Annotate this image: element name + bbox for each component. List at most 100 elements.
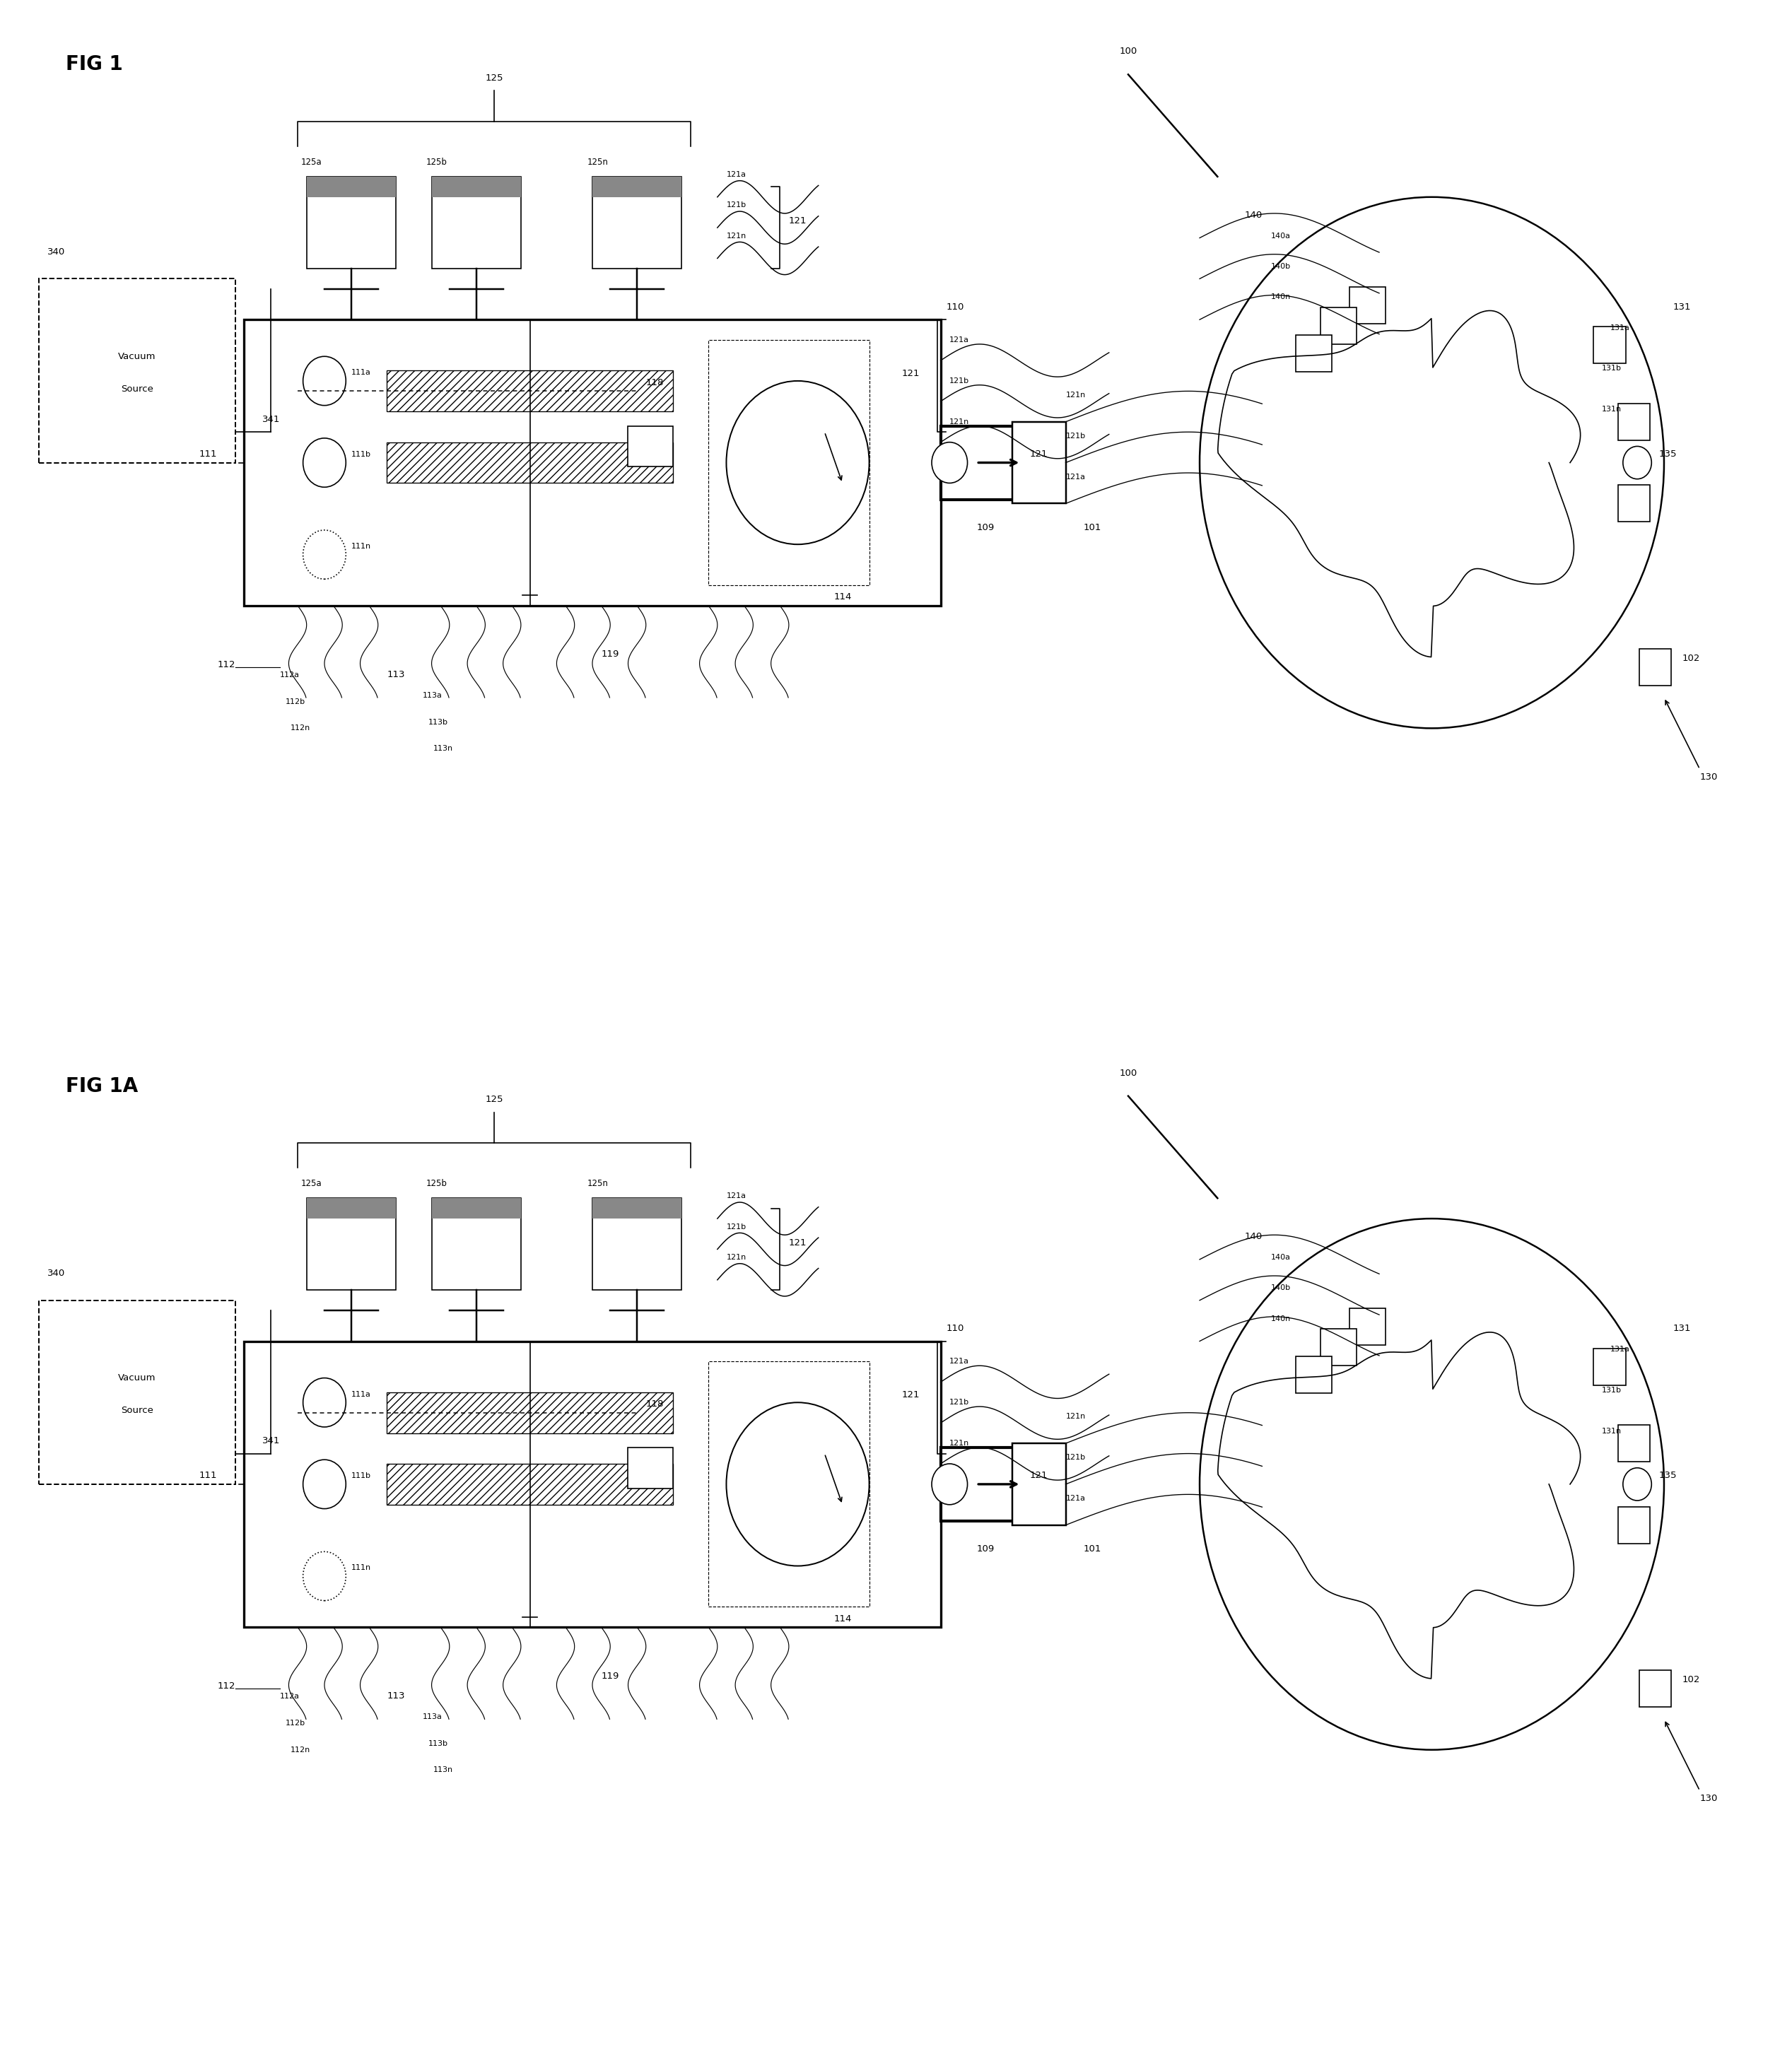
Text: 111: 111 [199,449,217,459]
Bar [593,176,681,268]
Text: 121n: 121n [726,1254,745,1260]
Bar [306,176,396,197]
Text: 113: 113 [387,1692,405,1701]
Bar [1618,486,1650,522]
Text: 140: 140 [1244,211,1262,219]
Bar [244,320,941,607]
Bar [387,1463,672,1504]
Bar [306,1199,396,1219]
Text: 121: 121 [1030,1471,1048,1479]
Bar [1012,422,1066,504]
Text: 121a: 121a [726,1193,745,1199]
Text: 121b: 121b [950,377,969,385]
Text: 125n: 125n [588,1178,607,1188]
Text: 121: 121 [788,217,806,225]
Circle shape [932,1463,968,1504]
Text: 113b: 113b [428,719,448,725]
Text: 102: 102 [1683,654,1701,664]
Text: 125a: 125a [301,1178,323,1188]
Bar [387,371,672,412]
Text: 111a: 111a [351,369,371,377]
Text: 113n: 113n [434,746,453,752]
Text: 112b: 112b [285,699,305,705]
Bar [1296,1356,1331,1393]
Bar [941,1447,1039,1520]
Text: 119: 119 [602,650,620,660]
Bar [627,1447,672,1488]
Text: 121a: 121a [950,1358,969,1365]
Bar [708,1363,869,1606]
Circle shape [726,381,869,545]
Text: 341: 341 [262,414,280,424]
Text: 100: 100 [1120,1068,1138,1078]
Bar [1618,404,1650,441]
Text: 101: 101 [1084,522,1102,533]
Text: Vacuum: Vacuum [118,1373,156,1383]
Text: 121n: 121n [1066,391,1086,400]
Bar [593,1199,681,1219]
Text: 140b: 140b [1271,262,1290,270]
Circle shape [1624,1467,1652,1500]
Text: 125n: 125n [588,158,607,166]
Text: 111a: 111a [351,1391,371,1397]
Bar [432,176,521,197]
Bar [244,1342,941,1627]
Text: 112n: 112n [290,1746,310,1754]
Text: 101: 101 [1084,1545,1102,1553]
Text: 118: 118 [645,377,663,387]
Text: 131b: 131b [1602,365,1622,373]
Text: 112b: 112b [285,1719,305,1727]
Text: 131: 131 [1674,303,1692,311]
Text: 121a: 121a [1066,473,1086,479]
Text: 140a: 140a [1271,1254,1290,1260]
Text: 121n: 121n [950,418,969,426]
Text: 340: 340 [48,1268,66,1279]
Text: 135: 135 [1659,449,1677,459]
Text: 121: 121 [788,1238,806,1248]
Text: 121: 121 [901,1391,919,1399]
Bar [432,1199,521,1291]
Bar [432,176,521,268]
Text: 112n: 112n [290,725,310,731]
Text: 119: 119 [602,1672,620,1680]
Bar [306,1199,396,1291]
Text: 121a: 121a [726,170,745,178]
Text: 113a: 113a [423,1713,443,1721]
Bar [1640,650,1672,684]
Text: 140b: 140b [1271,1285,1290,1291]
Text: 102: 102 [1683,1676,1701,1684]
Bar [1640,1670,1672,1707]
Text: 112a: 112a [280,1692,299,1701]
Text: 111n: 111n [351,1563,371,1572]
Circle shape [726,1402,869,1565]
Text: 110: 110 [946,1324,964,1334]
Bar [387,443,672,484]
Bar [1349,287,1385,324]
Text: 341: 341 [262,1436,280,1445]
Bar [432,1199,521,1219]
Bar [1618,1506,1650,1543]
Circle shape [303,357,346,406]
Bar [1618,1424,1650,1461]
Bar [1349,1309,1385,1346]
Text: 121a: 121a [1066,1496,1086,1502]
Text: 140: 140 [1244,1231,1262,1242]
Text: 121n: 121n [1066,1414,1086,1420]
Text: 121: 121 [901,369,919,377]
Text: 121b: 121b [726,1223,745,1229]
Text: 130: 130 [1701,1793,1719,1803]
Text: 135: 135 [1659,1471,1677,1479]
Bar [941,426,1039,500]
Text: 111b: 111b [351,1473,371,1479]
Text: 114: 114 [833,1615,851,1623]
Bar [593,176,681,197]
Circle shape [932,443,968,484]
Text: 131n: 131n [1602,1428,1622,1434]
Bar [1321,1330,1357,1367]
Text: FIG 1: FIG 1 [66,55,122,74]
Text: 114: 114 [833,592,851,602]
Text: 131b: 131b [1602,1387,1622,1393]
Bar [1321,307,1357,344]
Text: 121b: 121b [1066,1455,1086,1461]
Text: Vacuum: Vacuum [118,352,156,361]
